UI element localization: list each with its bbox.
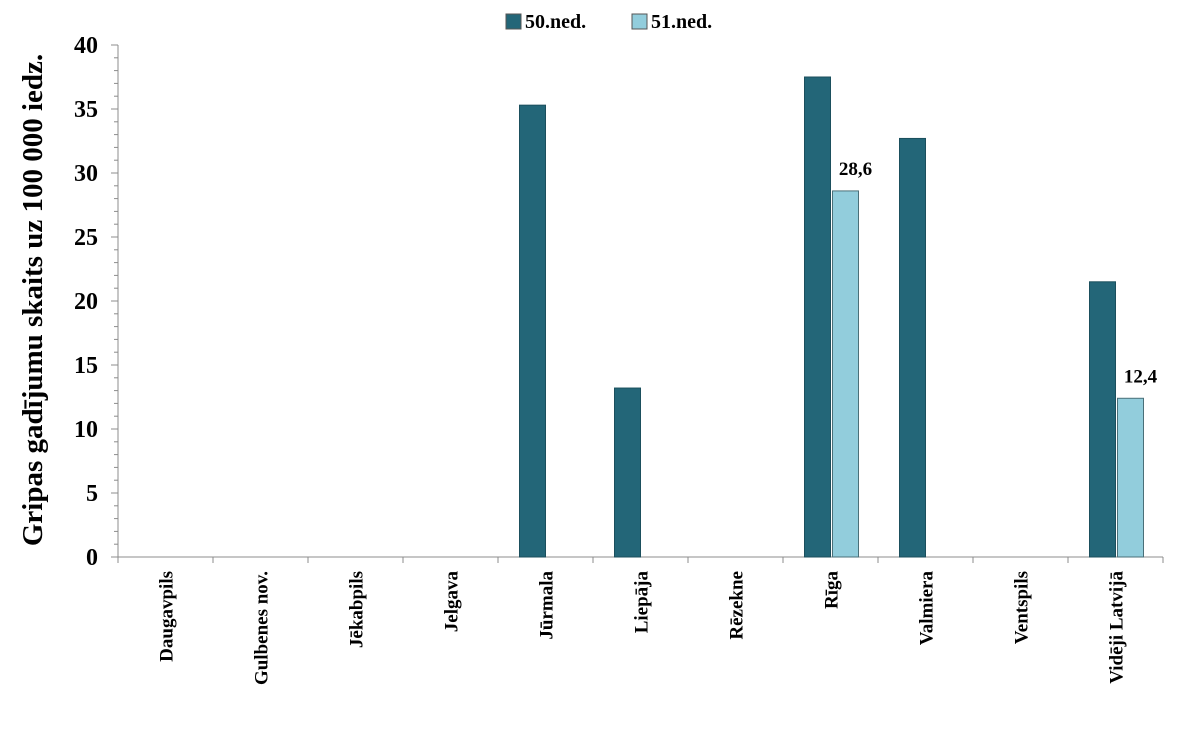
- y-tick-label: 35: [74, 97, 98, 123]
- y-axis-title: Gripas gadījumu skaits uz 100 000 iedz.: [17, 54, 49, 546]
- x-tick-label: Rēzekne: [727, 571, 748, 640]
- bar: [1117, 397, 1144, 558]
- legend: 50.ned. 51.ned.: [505, 11, 712, 33]
- legend-label: 51.ned.: [651, 11, 712, 33]
- bar: [614, 387, 641, 558]
- data-label: 28,6: [839, 159, 872, 180]
- legend-swatch: [505, 13, 522, 30]
- x-tick-label: Ventspils: [1012, 571, 1033, 644]
- y-axis: 0 5 10 15 20 25 30 35 40: [74, 33, 119, 571]
- data-labels: 28,6 12,4: [839, 159, 1158, 387]
- x-tick-label: Vidēji Latvijā: [1107, 571, 1128, 684]
- data-label: 12,4: [1124, 366, 1158, 387]
- y-tick-label: 40: [74, 33, 98, 59]
- x-tick-label: Jēkabpils: [347, 571, 368, 648]
- bar: [899, 137, 926, 558]
- x-tick-label: Valmiera: [917, 571, 938, 646]
- x-tick-label: Liepāja: [632, 571, 653, 634]
- x-tick-label: Jelgava: [442, 571, 463, 633]
- y-tick-label: 10: [74, 417, 98, 443]
- x-tick-label: Gulbenes nov.: [252, 571, 273, 685]
- bar: [519, 104, 546, 558]
- bar: [804, 76, 831, 558]
- y-tick-label: 15: [74, 353, 98, 379]
- legend-swatch: [631, 13, 648, 30]
- y-tick-label: 20: [74, 289, 98, 315]
- x-tick-label: Jūrmala: [537, 571, 558, 640]
- legend-label: 50.ned.: [525, 11, 586, 33]
- x-tick-label: Daugavpils: [157, 571, 178, 662]
- bars: [519, 76, 1144, 558]
- bar: [832, 190, 859, 558]
- y-tick-label: 30: [74, 161, 98, 187]
- y-tick-label: 5: [86, 481, 98, 507]
- x-tick-label: Rīga: [822, 571, 843, 610]
- y-tick-label: 0: [86, 545, 98, 571]
- bar: [1089, 281, 1116, 558]
- y-tick-label: 25: [74, 225, 98, 251]
- x-axis: Daugavpils Gulbenes nov. Jēkabpils Jelgava J…: [117, 556, 1164, 685]
